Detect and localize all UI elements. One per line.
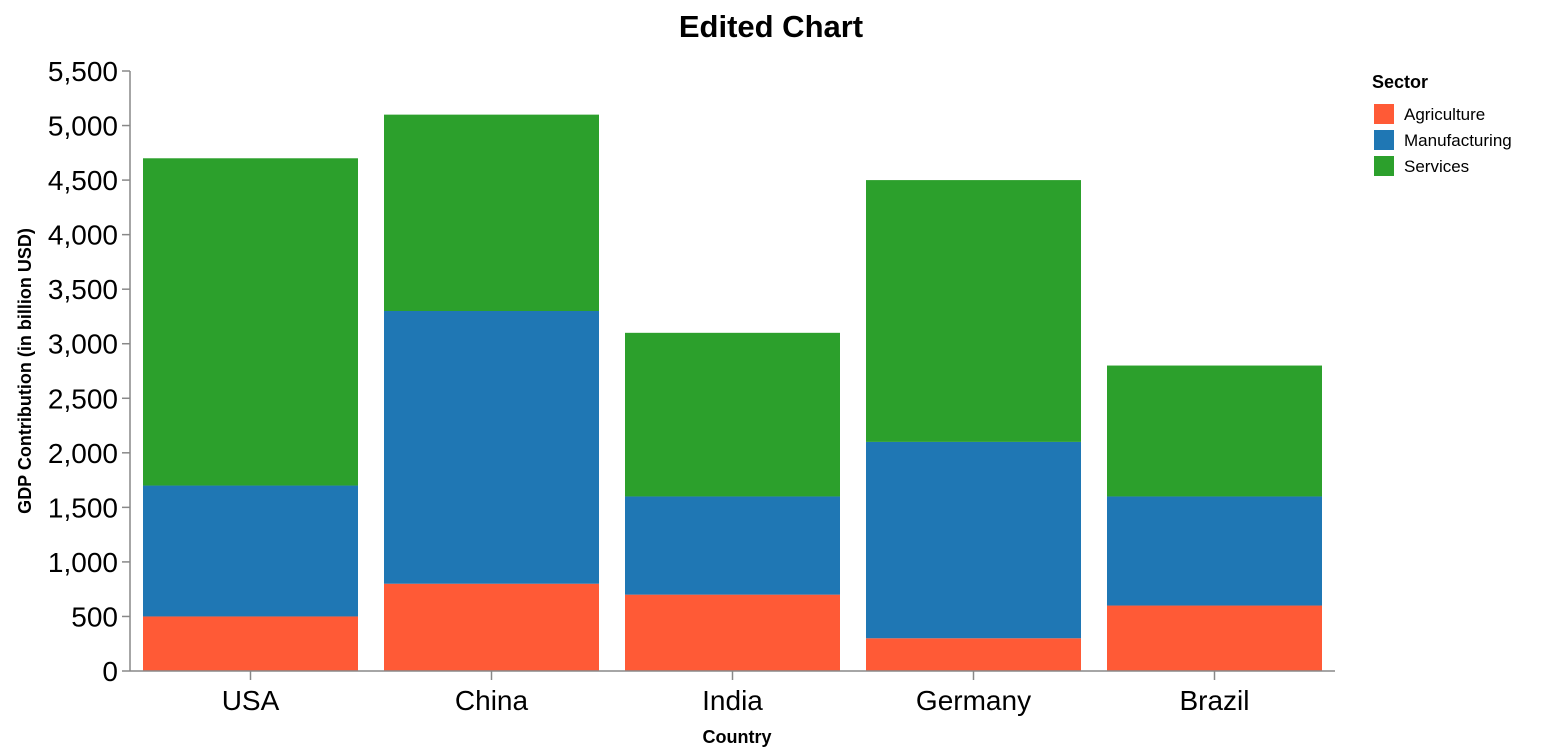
y-tick-label: 4,000 — [48, 220, 118, 251]
y-tick-label: 3,000 — [48, 329, 118, 360]
y-axis: 0 500 1,000 1,500 2,000 2,500 3,000 3,500 4,000 4… — [48, 56, 131, 687]
bar-china-manufacturing — [384, 311, 599, 584]
bar-india-manufacturing — [625, 496, 840, 595]
bar-usa-manufacturing — [143, 485, 358, 617]
x-tick-label-india: India — [702, 685, 763, 716]
y-tick-label: 500 — [71, 601, 118, 632]
bar-usa-services — [143, 158, 358, 486]
bar-germany-agriculture — [866, 638, 1081, 671]
y-tick-label: 2,000 — [48, 438, 118, 469]
legend-title: Sector — [1372, 72, 1428, 92]
legend-swatch-manufacturing — [1374, 130, 1394, 150]
y-tick-label: 4,500 — [48, 165, 118, 196]
y-axis-title: GDP Contribution (in billion USD) — [15, 228, 35, 514]
bar-china-agriculture — [384, 583, 599, 671]
y-tick-label: 2,500 — [48, 383, 118, 414]
bar-brazil-services — [1107, 365, 1322, 497]
bar-brazil-manufacturing — [1107, 496, 1322, 606]
bar-india-services — [625, 332, 840, 497]
legend: Sector Agriculture Manufacturing Services — [1372, 72, 1512, 176]
legend-label-services: Services — [1404, 157, 1469, 176]
legend-label-manufacturing: Manufacturing — [1404, 131, 1512, 150]
x-tick-label-china: China — [455, 685, 529, 716]
y-tick-label: 1,500 — [48, 492, 118, 523]
legend-swatch-agriculture — [1374, 104, 1394, 124]
bar-usa-agriculture — [143, 616, 358, 671]
bar-brazil-agriculture — [1107, 605, 1322, 671]
x-axis: USA China India Germany Brazil — [130, 670, 1335, 716]
bar-china-services — [384, 114, 599, 312]
x-tick-label-brazil: Brazil — [1179, 685, 1249, 716]
legend-swatch-services — [1374, 156, 1394, 176]
bars-group — [143, 114, 1322, 671]
bar-germany-manufacturing — [866, 441, 1081, 639]
y-tick-label: 5,500 — [48, 56, 118, 87]
bar-india-agriculture — [625, 594, 840, 671]
x-tick-label-germany: Germany — [916, 685, 1031, 716]
y-tick-label: 5,000 — [48, 111, 118, 142]
y-tick-label: 3,500 — [48, 274, 118, 305]
y-tick-label: 0 — [102, 656, 118, 687]
bar-germany-services — [866, 180, 1081, 442]
x-axis-title: Country — [703, 727, 772, 747]
legend-label-agriculture: Agriculture — [1404, 105, 1485, 124]
chart-title: Edited Chart — [679, 9, 863, 44]
y-tick-label: 1,000 — [48, 547, 118, 578]
x-tick-label-usa: USA — [222, 685, 280, 716]
